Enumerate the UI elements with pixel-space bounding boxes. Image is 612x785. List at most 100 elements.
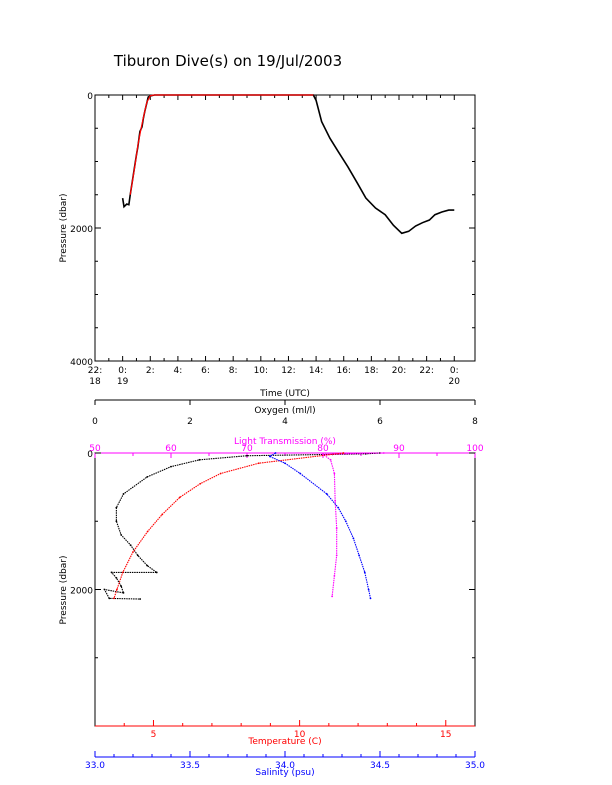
salinity-profile-point	[284, 462, 286, 465]
oxygen-profile-point	[136, 554, 139, 557]
salinity-profile-point	[358, 554, 360, 557]
oxygen-tick-label: 2	[187, 417, 193, 427]
light-transmission-tick-label: 100	[466, 444, 483, 454]
salinity-tick-label: 35.0	[465, 761, 485, 771]
top-x-tick-label: 0:	[450, 366, 459, 376]
top-x-tick-sublabel: 19	[117, 377, 129, 387]
top-x-tick-label: 12:	[281, 366, 295, 376]
salinity-profile-point	[369, 597, 372, 600]
chart-title: Tiburon Dive(s) on 19/Jul/2003	[113, 52, 342, 70]
top-x-tick-label: 18:	[364, 366, 378, 376]
bottom-y-axis-label: Pressure (dbar)	[59, 556, 69, 625]
light-transmission-profile-point	[322, 453, 324, 456]
temperature-profile-point	[199, 482, 202, 485]
top-x-tick-label: 2:	[146, 366, 155, 376]
salinity-tick-label: 33.0	[85, 761, 105, 771]
salinity-tick-label: 34.0	[275, 761, 295, 771]
bottom-y-tick-label: 0	[87, 450, 93, 460]
salinity-profile-point	[268, 455, 271, 458]
oxygen-tick-label: 6	[377, 417, 383, 427]
light-transmission-profile-point	[382, 452, 385, 454]
oxygen-profile-point	[198, 458, 201, 461]
top-x-tick-label: 4:	[174, 366, 183, 376]
temperature-profile-point	[121, 571, 124, 574]
oxygen-tick-label: 0	[92, 417, 98, 427]
oxygen-tick-label: 8	[472, 417, 478, 427]
oxygen-tick-label: 4	[282, 417, 288, 427]
light-transmission-tick-label: 80	[317, 444, 329, 454]
oxygen-profile-point	[110, 571, 113, 574]
temperature-profile-point	[342, 452, 345, 454]
oxygen-profile-point	[155, 571, 158, 574]
bottom-plot-frame	[94, 452, 476, 727]
top-x-tick-label: 22:	[419, 366, 433, 376]
temperature-profile-point	[219, 472, 222, 475]
oxygen-profile-point	[122, 592, 125, 594]
top-y-tick-label: 0	[87, 92, 93, 102]
oxygen-profile-point	[146, 564, 149, 567]
temperature-profile-point	[161, 513, 164, 516]
oxygen-profile-point	[129, 544, 132, 547]
temperature-tick-label: 10	[294, 730, 306, 740]
salinity-profile-point	[325, 493, 328, 495]
salinity-profile-point	[344, 520, 347, 523]
temperature-axis-label: Temperature (C)	[247, 737, 321, 747]
top-x-tick-label: 22:	[88, 366, 102, 376]
oxygen-profile-point	[120, 534, 123, 536]
light-transmission-profile-line	[321, 452, 384, 597]
salinity-profile-point	[352, 537, 355, 540]
light-transmission-tick-label: 50	[89, 444, 101, 454]
top-x-tick-label: 8:	[229, 366, 238, 376]
bottom-plot: 0 2 4 6 8 50 60 70 80 90 100 5 10 15 33.0 33.5 34.0 34.5 3…	[59, 399, 485, 778]
oxygen-profile-point	[108, 597, 111, 600]
light-transmission-profile-point	[334, 499, 337, 502]
top-y-axis-label: Pressure (dbar)	[59, 194, 69, 263]
salinity-tick-label: 33.5	[180, 761, 200, 771]
top-x-tick-label: 14:	[309, 366, 323, 376]
temperature-tick-label: 5	[151, 730, 157, 740]
temperature-profile-point	[132, 551, 134, 553]
top-x-tick-label: 0:	[118, 366, 127, 376]
temperature-profile-point	[257, 462, 260, 465]
light-transmission-profile-point	[331, 595, 334, 598]
light-transmission-profile-point	[333, 574, 336, 577]
light-transmission-profile-point	[335, 527, 338, 529]
salinity-profile-line	[268, 452, 372, 599]
temperature-tick-label: 15	[440, 730, 451, 740]
oxygen-profile-point	[115, 506, 118, 509]
top-y-tick-label: 2000	[70, 225, 93, 235]
top-x-tick-label: 10:	[254, 366, 268, 376]
bottom-y-tick-label: 2000	[70, 587, 93, 597]
temperature-profile-point	[178, 496, 181, 499]
oxygen-profile-point	[139, 598, 142, 600]
salinity-profile-point	[363, 571, 366, 574]
top-x-tick-label: 6:	[201, 366, 210, 376]
light-transmission-profile-point	[329, 458, 332, 461]
top-x-tick-sublabel: 20	[449, 377, 461, 387]
top-series-line-black	[121, 94, 455, 235]
light-transmission-tick-label: 70	[241, 444, 253, 454]
top-series-line-red	[129, 94, 314, 195]
top-plot-frame	[94, 94, 476, 362]
oxygen-profile-point	[120, 585, 123, 587]
temperature-profile-point	[116, 588, 118, 591]
oxygen-profile-point	[170, 465, 172, 468]
top-x-tick-sublabel: 18	[89, 377, 101, 387]
light-transmission-tick-label: 90	[393, 444, 405, 454]
oxygen-profile-point	[103, 588, 106, 591]
top-x-tick-label: 16:	[336, 366, 350, 376]
top-x-tick-label: 20:	[392, 366, 406, 376]
oxygen-axis-label: Oxygen (ml/l)	[254, 406, 315, 416]
salinity-profile-point	[299, 472, 302, 475]
top-plot: 22:180:192: 4: 6: 8: 10: 12: 14: 16: 18: 20: 22: 0:…	[59, 92, 476, 399]
oxygen-profile-point	[146, 475, 149, 478]
oxygen-profile-point	[122, 493, 125, 495]
temperature-profile-point	[146, 530, 149, 533]
light-transmission-profile-point	[335, 554, 338, 557]
temperature-profile-line	[113, 452, 344, 599]
top-x-axis-label: Time (UTC)	[259, 389, 310, 399]
salinity-profile-point	[337, 506, 340, 509]
salinity-tick-label: 34.5	[370, 761, 390, 771]
salinity-profile-point	[367, 588, 370, 591]
